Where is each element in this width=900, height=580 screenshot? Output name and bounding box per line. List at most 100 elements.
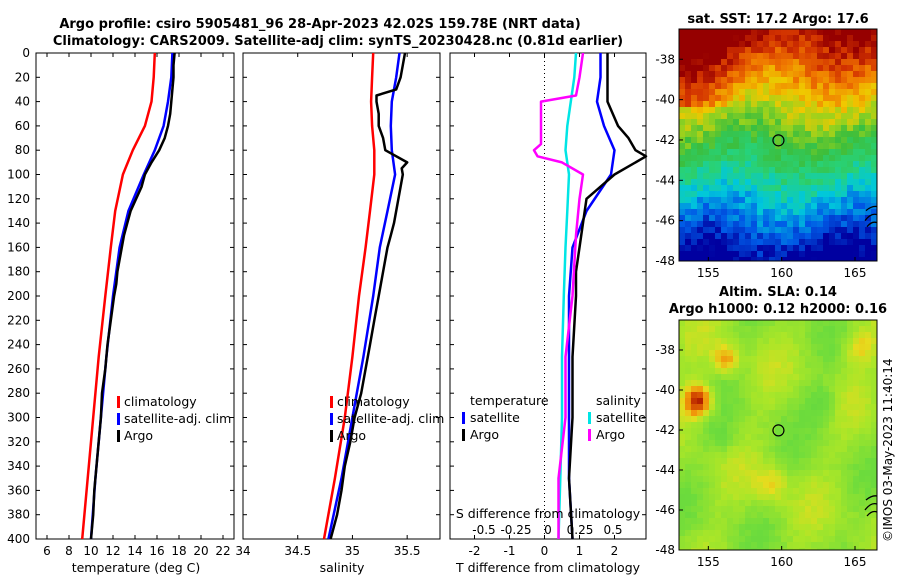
map-cell bbox=[679, 83, 686, 90]
map-y-tick-label: -48 bbox=[655, 254, 675, 268]
map-cell bbox=[835, 548, 842, 551]
map-cell bbox=[715, 320, 722, 327]
map-cell bbox=[823, 488, 830, 495]
map-cell bbox=[763, 332, 770, 339]
map-cell bbox=[865, 446, 872, 453]
map-cell bbox=[805, 227, 812, 234]
map-cell bbox=[739, 434, 746, 441]
map-cell bbox=[703, 65, 710, 72]
map-cell bbox=[691, 548, 698, 551]
map-cell bbox=[817, 131, 824, 138]
map-cell bbox=[799, 233, 806, 240]
map-cell bbox=[865, 488, 872, 495]
map-cell bbox=[703, 29, 710, 36]
map-cell bbox=[853, 410, 860, 417]
map-cell bbox=[727, 113, 734, 120]
map-cell bbox=[859, 179, 866, 186]
map-cell bbox=[871, 332, 878, 339]
map-cell bbox=[805, 179, 812, 186]
map-cell bbox=[709, 239, 716, 246]
map-cell bbox=[871, 380, 878, 387]
map-cell bbox=[697, 338, 704, 345]
diff-xlabel-top: S difference from climatology bbox=[456, 506, 641, 521]
map-cell bbox=[871, 185, 878, 192]
map-cell bbox=[727, 362, 734, 369]
map-cell bbox=[751, 542, 758, 549]
map-cell bbox=[727, 356, 734, 363]
map-cell bbox=[787, 221, 794, 228]
map-cell bbox=[787, 398, 794, 405]
map-cell bbox=[763, 344, 770, 351]
map-cell bbox=[769, 209, 776, 216]
map-cell bbox=[799, 410, 806, 417]
map-cell bbox=[853, 500, 860, 507]
map-cell bbox=[775, 47, 782, 54]
map-cell bbox=[691, 101, 698, 108]
map-cell bbox=[781, 530, 788, 537]
map-cell bbox=[853, 185, 860, 192]
map-cell bbox=[709, 155, 716, 162]
map-cell bbox=[733, 380, 740, 387]
map-cell bbox=[733, 35, 740, 42]
map-cell bbox=[757, 221, 764, 228]
map-cell bbox=[715, 470, 722, 477]
map-cell bbox=[847, 374, 854, 381]
map-cell bbox=[859, 119, 866, 126]
map-cell bbox=[733, 362, 740, 369]
map-cell bbox=[775, 221, 782, 228]
map-cell bbox=[859, 500, 866, 507]
map-cell bbox=[871, 476, 878, 483]
map-cell bbox=[697, 35, 704, 42]
map-cell bbox=[709, 107, 716, 114]
map-cell bbox=[697, 29, 704, 36]
map-cell bbox=[853, 326, 860, 333]
map-cell bbox=[787, 404, 794, 411]
map-cell bbox=[811, 476, 818, 483]
map-cell bbox=[865, 233, 872, 240]
map-raster bbox=[679, 320, 878, 551]
map-cell bbox=[805, 125, 812, 132]
map-cell bbox=[745, 446, 752, 453]
map-cell bbox=[835, 524, 842, 531]
depth-tick-label: 340 bbox=[7, 459, 30, 473]
map-cell bbox=[709, 488, 716, 495]
map-cell bbox=[823, 227, 830, 234]
map-cell bbox=[691, 227, 698, 234]
map-cell bbox=[841, 209, 848, 216]
map-cell bbox=[715, 203, 722, 210]
map-cell bbox=[763, 428, 770, 435]
map-cell bbox=[769, 482, 776, 489]
map-cell bbox=[829, 173, 836, 180]
map-cell bbox=[745, 410, 752, 417]
depth-tick-label: 360 bbox=[7, 483, 30, 497]
map-cell bbox=[805, 326, 812, 333]
map-cell bbox=[721, 458, 728, 465]
map-cell bbox=[769, 83, 776, 90]
map-cell bbox=[709, 494, 716, 501]
map-cell bbox=[709, 410, 716, 417]
map-cell bbox=[733, 446, 740, 453]
map-cell bbox=[793, 101, 800, 108]
map-cell bbox=[733, 452, 740, 459]
map-cell bbox=[679, 53, 686, 60]
map-cell bbox=[745, 77, 752, 84]
map-cell bbox=[787, 65, 794, 72]
map-cell bbox=[757, 41, 764, 48]
map-cell bbox=[829, 143, 836, 150]
map-cell bbox=[829, 488, 836, 495]
map-cell bbox=[739, 500, 746, 507]
map-cell bbox=[715, 374, 722, 381]
map-cell bbox=[805, 458, 812, 465]
map-cell bbox=[811, 368, 818, 375]
map-cell bbox=[751, 410, 758, 417]
map-cell bbox=[727, 338, 734, 345]
map-cell bbox=[697, 482, 704, 489]
map-cell bbox=[865, 494, 872, 501]
map-cell bbox=[793, 35, 800, 42]
map-cell bbox=[751, 95, 758, 102]
map-cell bbox=[739, 203, 746, 210]
map-cell bbox=[859, 524, 866, 531]
map-cell bbox=[817, 47, 824, 54]
map-cell bbox=[733, 257, 740, 262]
map-cell bbox=[829, 59, 836, 66]
